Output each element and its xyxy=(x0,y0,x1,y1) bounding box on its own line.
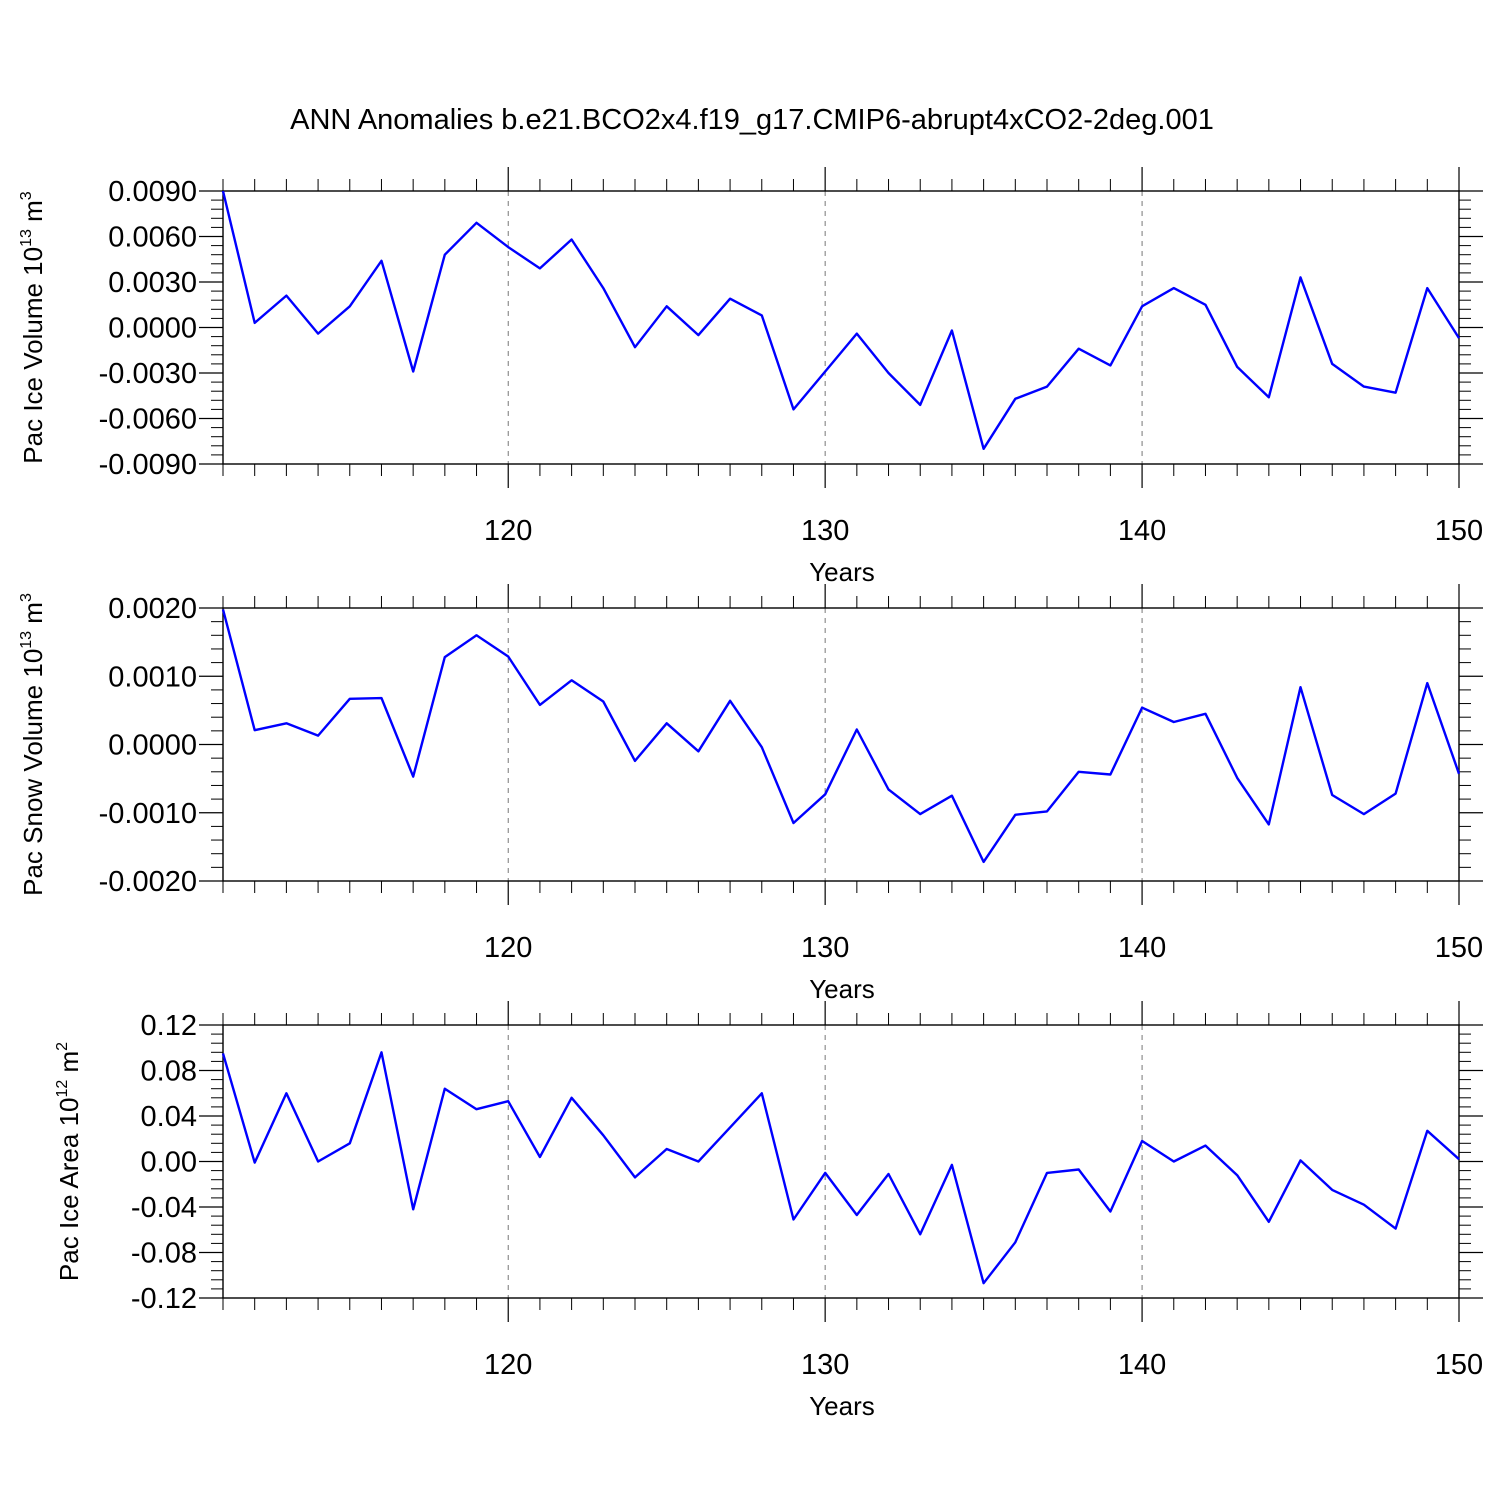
chart-panel-3: -0.12 -0.08 -0.04 0.00 0.04 0.08 0.12 120 130 140… xyxy=(54,1001,1483,1421)
x-tick-label: 150 xyxy=(1435,515,1483,547)
x-tick-label: 120 xyxy=(484,932,532,964)
chart-panel-2: -0.0020 -0.0010 0.0000 0.0010 0.0020 120 130 14… xyxy=(18,584,1483,1004)
x-tick-label: 150 xyxy=(1435,1349,1483,1381)
y-tick-label: 0.0020 xyxy=(108,593,197,625)
x-tick-label: 130 xyxy=(801,932,849,964)
y-tick-label: -0.0010 xyxy=(99,798,197,830)
y-tick-label: 0.12 xyxy=(141,1010,197,1042)
x-axis-label: Years xyxy=(809,557,875,587)
y-tick-label: 0.0060 xyxy=(108,222,197,254)
y-tick-label: -0.0030 xyxy=(99,358,197,390)
y-tick-label: -0.08 xyxy=(131,1238,197,1270)
y-tick-label: 0.0000 xyxy=(108,313,197,345)
y-tick-label: 0.08 xyxy=(141,1056,197,1088)
series-line xyxy=(221,1051,1460,1285)
y-axis-label: Pac Ice Volume 1013 m3 xyxy=(18,191,48,464)
y-tick-label: -0.0060 xyxy=(99,404,197,436)
series-line xyxy=(221,190,1461,450)
y-tick-label: 0.00 xyxy=(141,1147,197,1179)
x-axis-label: Years xyxy=(809,1391,875,1421)
y-axis-label: Pac Ice Area 1012 m2 xyxy=(54,1042,84,1281)
y-tick-label: 0.0030 xyxy=(108,267,197,299)
plot-frame xyxy=(222,1024,1460,1299)
series-line xyxy=(221,609,1461,864)
plot-frame xyxy=(222,190,1460,465)
panels: -0.0090 -0.0060 -0.0030 0.0000 0.0030 0.0060 0… xyxy=(18,167,1483,1421)
x-tick-label: 130 xyxy=(801,1349,849,1381)
y-tick-label: -0.12 xyxy=(131,1283,197,1315)
y-tick-label: -0.0090 xyxy=(99,449,197,481)
x-axis-label: Years xyxy=(809,974,875,1004)
x-tick-label: 140 xyxy=(1118,1349,1166,1381)
y-axis-label: Pac Snow Volume 1013 m3 xyxy=(18,593,48,896)
y-tick-label: 0.0090 xyxy=(108,176,197,208)
y-tick-label: 0.0010 xyxy=(108,661,197,693)
chart-panel-1: -0.0090 -0.0060 -0.0030 0.0000 0.0030 0.0060 0… xyxy=(18,167,1483,587)
y-tick-label: -0.0020 xyxy=(99,866,197,898)
plot-frame xyxy=(222,607,1460,882)
y-tick-label: -0.04 xyxy=(131,1192,197,1224)
chart-title: ANN Anomalies b.e21.BCO2x4.f19_g17.CMIP6… xyxy=(290,104,1214,136)
x-tick-label: 140 xyxy=(1118,515,1166,547)
x-tick-label: 130 xyxy=(801,515,849,547)
y-tick-label: 0.04 xyxy=(141,1101,197,1133)
x-tick-label: 150 xyxy=(1435,932,1483,964)
x-tick-label: 120 xyxy=(484,1349,532,1381)
x-tick-label: 120 xyxy=(484,515,532,547)
x-tick-label: 140 xyxy=(1118,932,1166,964)
y-tick-label: 0.0000 xyxy=(108,730,197,762)
